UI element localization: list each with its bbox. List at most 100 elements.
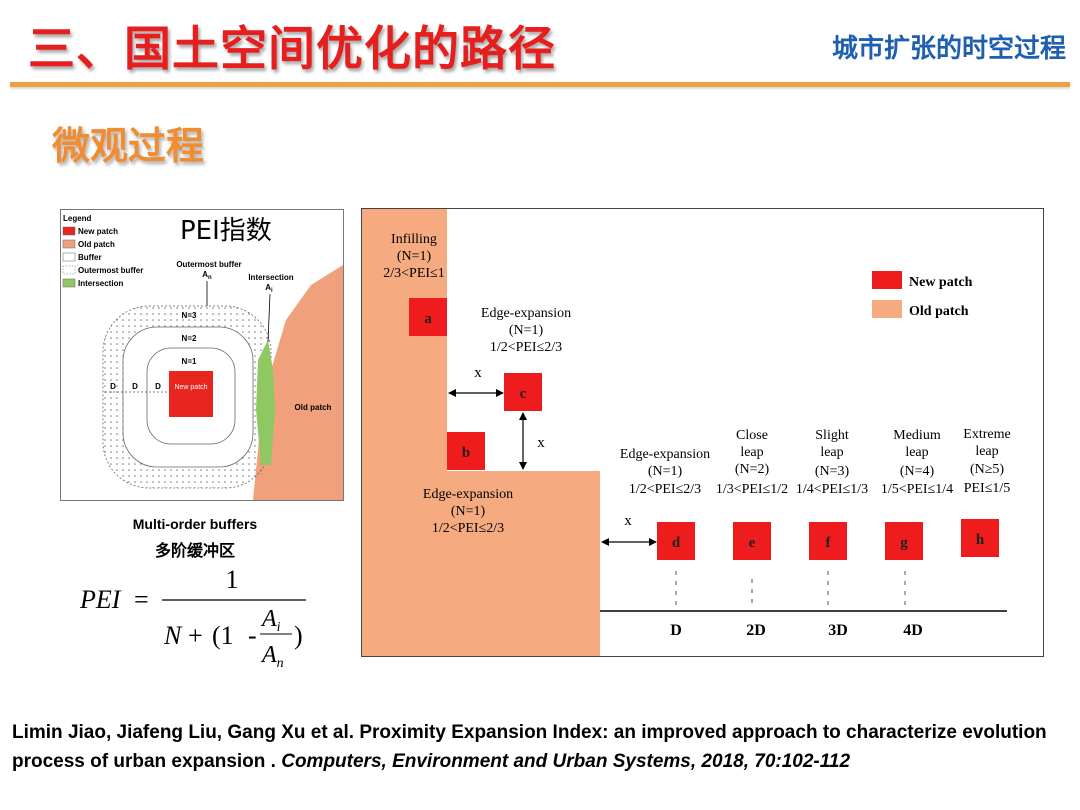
svg-text:1/2<PEI≤2/3: 1/2<PEI≤2/3: [629, 482, 701, 497]
section-title: 微观过程: [52, 124, 205, 168]
buffer-diagram: New patch Legend New patch Old patch Buffe…: [62, 214, 343, 500]
label-extreme-leap: Extreme leap (N≥5) PEI≤1/5: [963, 427, 1010, 496]
svg-text:1/2<PEI≤2/3: 1/2<PEI≤2/3: [490, 340, 562, 355]
axis-tick-4d: 4D: [903, 622, 923, 639]
legend-swatch: [62, 252, 76, 262]
svg-text:leap: leap: [905, 445, 928, 460]
d-label-2: D: [132, 382, 138, 391]
svg-text:2/3<PEI≤1: 2/3<PEI≤1: [383, 266, 444, 281]
legend-swatch: [62, 226, 76, 236]
figure-caption-en: Multi-order buffers: [132, 516, 258, 532]
formula-close: ): [294, 621, 303, 650]
formula-an: An: [260, 642, 284, 671]
formula-plus: +: [188, 621, 203, 650]
intersection-symbol: Ai: [265, 283, 273, 294]
intersection-pointer: [267, 293, 271, 343]
patch-b: [447, 432, 485, 470]
old-patch-shape: [253, 265, 343, 500]
formula-open: (1: [212, 621, 234, 650]
patch-c-label: c: [520, 386, 527, 402]
svg-text:leap: leap: [975, 444, 998, 459]
formula-minus: -: [248, 621, 257, 650]
expansion-types-figure: New patch Old patch Infilling (N=1) 2/3<…: [361, 208, 1044, 657]
page-title: 三、国土空间优化的路径: [28, 22, 556, 77]
label-edge-expansion-mid: Edge-expansion (N=1) 1/2<PEI≤2/3: [423, 487, 513, 536]
label-edge-expansion-top: Edge-expansion (N=1) 1/2<PEI≤2/3: [481, 306, 571, 355]
formula-ai: Ai: [260, 606, 281, 635]
svg-text:Edge-expansion: Edge-expansion: [423, 487, 513, 502]
patch-b-label: b: [462, 445, 470, 461]
svg-text:(N=1): (N=1): [509, 323, 544, 338]
formula-numerator: 1: [226, 565, 239, 594]
svg-text:Infilling: Infilling: [391, 232, 437, 247]
legend-item-label: Outermost buffer: [78, 266, 143, 275]
svg-text:(N≥5): (N≥5): [970, 462, 1004, 477]
patch-d-label: d: [672, 535, 681, 551]
patch-e: [733, 522, 771, 560]
axis-tick-d: D: [670, 622, 682, 639]
x-label-c-vertical: x: [537, 435, 545, 451]
patch-f: [809, 522, 847, 560]
axis-tick-2d: 2D: [746, 622, 766, 639]
svg-text:1/4<PEI≤1/3: 1/4<PEI≤1/3: [796, 482, 868, 497]
x-label-d: x: [624, 513, 632, 529]
outermost-buffer-symbol: An: [202, 270, 212, 281]
label-medium-leap: Medium leap (N=4) 1/5<PEI≤1/4: [881, 428, 953, 497]
formula-graphic: PEI = 1 N + (1 - Ai An ): [79, 565, 306, 671]
svg-text:(N=1): (N=1): [648, 464, 683, 479]
new-patch-label: New patch: [174, 384, 207, 391]
new-patch-shape: [169, 371, 213, 417]
legend-title: Legend: [63, 214, 92, 223]
intersection-shape: [256, 340, 275, 465]
legend-item-label: Buffer: [78, 253, 102, 262]
expansion-diagram: New patch Old patch Infilling (N=1) 2/3<…: [362, 209, 1011, 656]
outermost-buffer-label: Outermost buffer: [176, 260, 241, 269]
citation: Limin Jiao, Jiafeng Liu, Gang Xu et al. …: [12, 718, 1072, 776]
legend-item-label: Intersection: [78, 279, 123, 288]
svg-text:1/2<PEI≤2/3: 1/2<PEI≤2/3: [432, 521, 504, 536]
patch-d: [657, 522, 695, 560]
axis-tick-3d: 3D: [828, 622, 848, 639]
svg-text:Medium: Medium: [893, 428, 941, 443]
svg-text:Slight: Slight: [815, 428, 849, 443]
d-label-3: D: [155, 382, 161, 391]
legend-item-label: New patch: [78, 227, 118, 236]
header-divider: [10, 82, 1070, 87]
svg-text:Close: Close: [736, 428, 768, 443]
label-edge-expansion-right: Edge-expansion (N=1) 1/2<PEI≤2/3: [620, 447, 710, 497]
figure-caption-cn: 多阶缓冲区: [154, 541, 235, 560]
formula-n: N: [163, 621, 183, 650]
label-close-leap: Close leap (N=2) 1/3<PEI≤1/2: [716, 428, 788, 497]
svg-text:Edge-expansion: Edge-expansion: [481, 306, 571, 321]
old-patch-label: Old patch: [295, 403, 332, 412]
formula-equals: =: [134, 585, 149, 614]
formula-lhs: PEI: [79, 585, 122, 614]
patch-c: [504, 373, 542, 411]
patch-f-label: f: [826, 535, 832, 551]
legend-swatch: [62, 265, 76, 275]
ring-label-n1: N=1: [182, 357, 197, 366]
svg-text:(N=4): (N=4): [900, 464, 935, 479]
patch-h-label: h: [976, 532, 985, 548]
ring-label-n2: N=2: [182, 334, 197, 343]
patch-h: [961, 519, 999, 557]
legend-item-label: Old patch: [78, 240, 115, 249]
ring-label-n3: N=3: [182, 311, 197, 320]
svg-text:leap: leap: [740, 445, 763, 460]
pei-formula: PEI = 1 N + (1 - Ai An ): [70, 560, 330, 685]
svg-text:(N=3): (N=3): [815, 464, 850, 479]
d-label-1: D: [110, 382, 116, 391]
svg-text:(N=1): (N=1): [397, 249, 432, 264]
legend: New patch Old patch Buffer Outermost buffer…: [62, 226, 143, 288]
patch-g: [885, 522, 923, 560]
legend-swatch-old: [872, 300, 902, 318]
citation-authors: Limin Jiao, Jiafeng Liu, Gang Xu et al. …: [12, 722, 1047, 772]
x-label-c-horizontal: x: [474, 365, 482, 381]
svg-text:PEI≤1/5: PEI≤1/5: [964, 481, 1011, 496]
svg-text:Extreme: Extreme: [963, 427, 1010, 442]
svg-text:1/3<PEI≤1/2: 1/3<PEI≤1/2: [716, 482, 788, 497]
patch-a-label: a: [424, 311, 432, 327]
legend-label-old: Old patch: [909, 304, 969, 319]
label-slight-leap: Slight leap (N=3) 1/4<PEI≤1/3: [796, 428, 868, 497]
patch-g-label: g: [900, 535, 908, 551]
